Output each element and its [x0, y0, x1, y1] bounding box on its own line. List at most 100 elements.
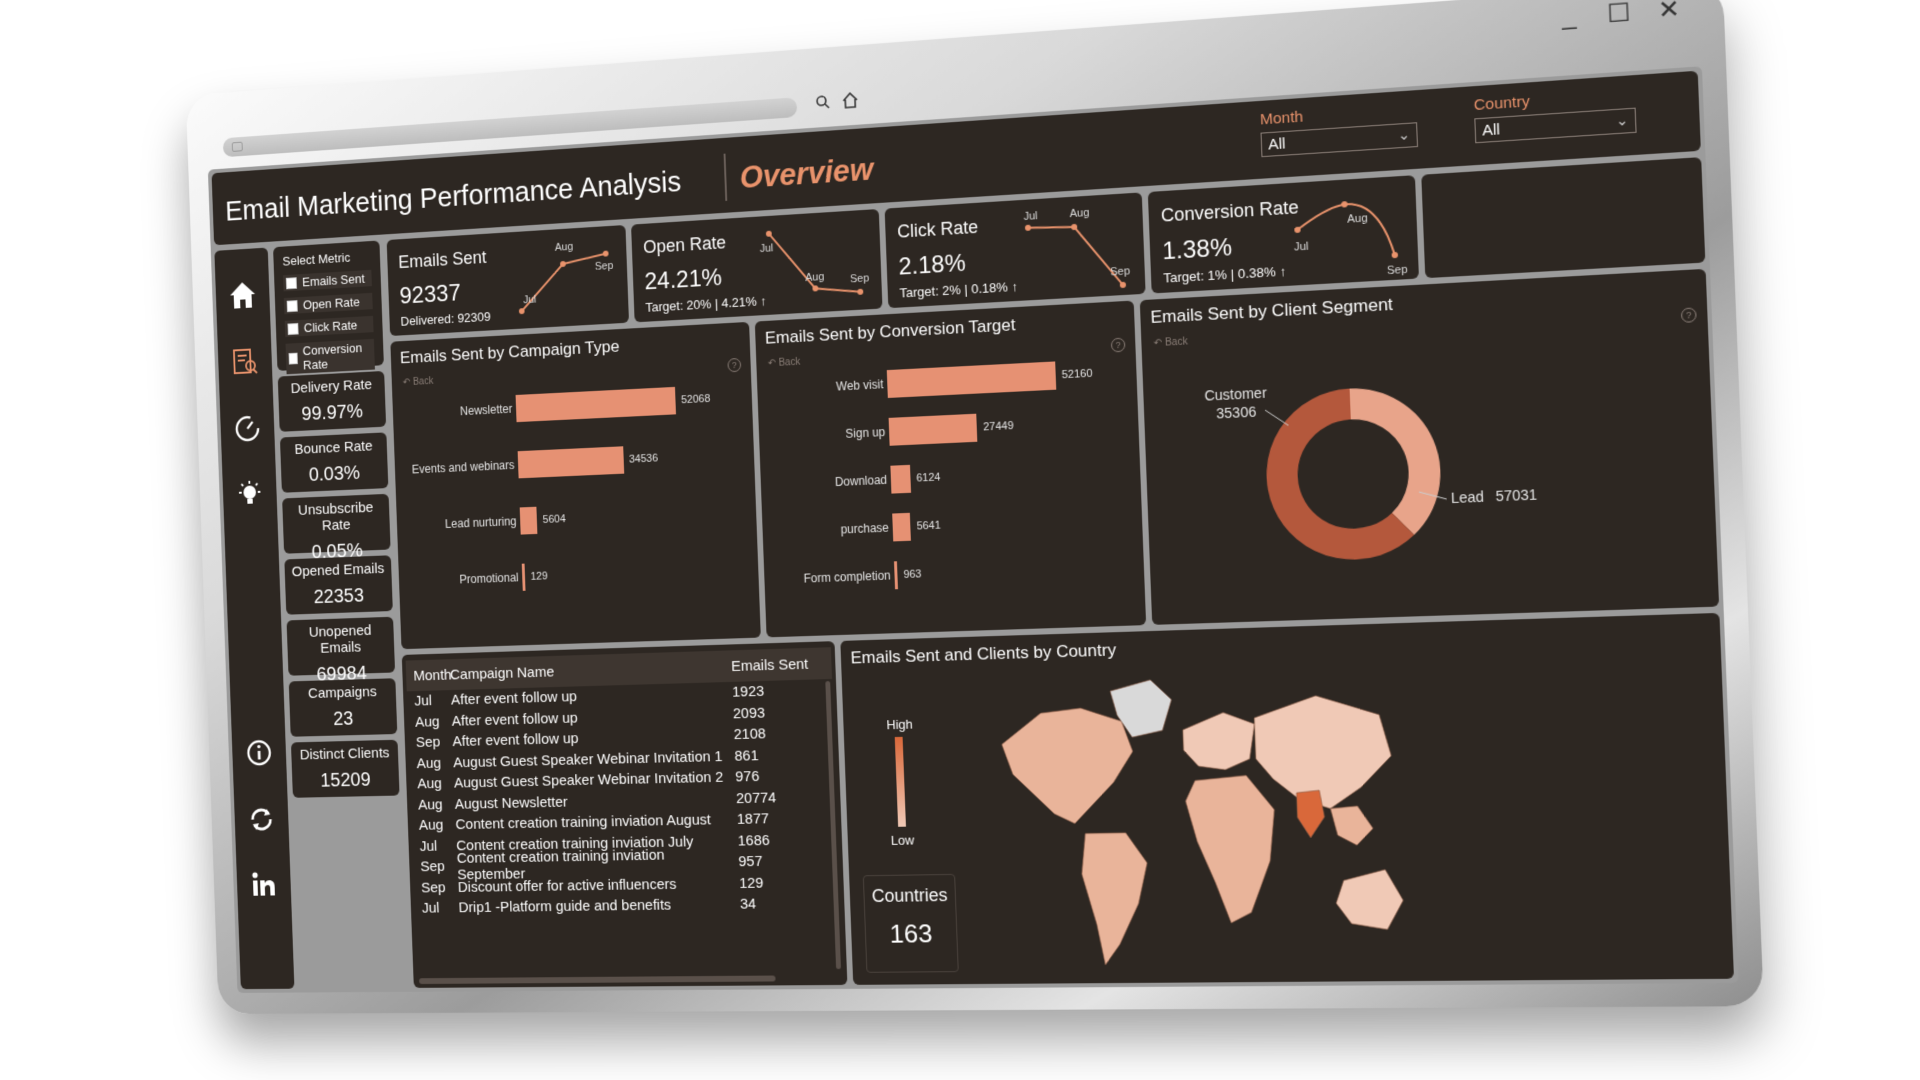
bar-value-label: 5604	[542, 513, 566, 526]
map-region-greenland[interactable]	[1110, 679, 1173, 737]
chevron-down-icon: ⌄	[1397, 125, 1411, 144]
table-cell: Sep	[415, 734, 441, 752]
card-value: 2.18%	[898, 249, 967, 281]
sparkline-point	[857, 288, 864, 295]
info-icon[interactable]	[242, 735, 275, 770]
help-icon[interactable]: ?	[727, 357, 742, 373]
map-region-south-america[interactable]	[1080, 832, 1151, 965]
bar-row[interactable]: Sign up 27449	[759, 412, 1015, 452]
bar-row[interactable]: Lead nurturing 5604	[397, 506, 567, 540]
bar[interactable]	[519, 506, 538, 535]
bar[interactable]	[517, 446, 624, 479]
country-dropdown-value: All	[1481, 120, 1501, 140]
bar[interactable]	[521, 563, 526, 591]
sparkline-month-label: Aug	[1069, 207, 1089, 220]
sparkline-month-label: Jul	[1294, 240, 1309, 253]
search-icon[interactable]	[812, 91, 834, 114]
linkedin-icon[interactable]	[247, 867, 280, 902]
table-cell: Sep	[420, 879, 446, 897]
kpi-delivery-rate: Delivery Rate 99.97%	[277, 370, 387, 432]
chart-title: Emails Sent by Conversion Target	[764, 315, 1016, 348]
back-button[interactable]: ↶ Back	[402, 376, 434, 389]
bar[interactable]	[890, 464, 912, 494]
kpi-value: 99.97%	[301, 400, 364, 426]
table-cell: 129	[738, 874, 764, 892]
sparkline-month-label: Aug	[555, 241, 574, 254]
map-region-europe[interactable]	[1182, 712, 1256, 771]
gauge-icon[interactable]	[231, 410, 264, 446]
donut-slice[interactable]	[1350, 401, 1426, 526]
bar[interactable]	[892, 512, 912, 542]
bar-row[interactable]: Form completion 963	[764, 560, 922, 594]
world-map[interactable]	[969, 662, 1410, 975]
column-header-campaign-name[interactable]: Campaign Name	[449, 663, 555, 683]
card-click-rate[interactable]: Click Rate 2.18% Target: 2% | 0.18% ↑ Ju…	[884, 192, 1146, 309]
bar[interactable]	[886, 361, 1057, 398]
card-open-rate[interactable]: Open Rate 24.21% Target: 20% | 4.21% ↑ J…	[631, 208, 883, 323]
country-dropdown[interactable]: All ⌄	[1474, 107, 1637, 144]
map-region-india[interactable]	[1296, 790, 1325, 838]
kpi-label: Distinct Clients	[299, 744, 390, 764]
map-region-asia[interactable]	[1253, 694, 1393, 810]
chart-title: Emails Sent and Clients by Country	[850, 640, 1117, 668]
metric-option-open-rate[interactable]: Open Rate	[283, 292, 373, 315]
report-search-icon[interactable]	[228, 343, 261, 379]
checkbox[interactable]	[287, 322, 299, 335]
card-value: 1.38%	[1161, 233, 1233, 266]
checkbox[interactable]	[285, 276, 297, 289]
card-emails-sent[interactable]: Emails Sent 92337 Delivered: 92309 Jul A…	[386, 224, 630, 337]
metric-option-click-rate[interactable]: Click Rate	[284, 315, 374, 338]
map-region-southeast-asia[interactable]	[1330, 806, 1373, 846]
bar-row[interactable]: Download 6124	[760, 464, 941, 500]
country-filter: Country All ⌄	[1473, 86, 1637, 144]
checkbox[interactable]	[286, 299, 298, 312]
bar[interactable]	[888, 413, 978, 446]
map-region-australia[interactable]	[1335, 869, 1404, 930]
back-label: Back	[412, 376, 434, 388]
map-region-north-america[interactable]	[1000, 707, 1135, 825]
back-label: Back	[778, 356, 801, 369]
close-button[interactable]: ✕	[1657, 0, 1681, 25]
table-cell: Aug	[417, 775, 443, 793]
bar-row[interactable]: Web visit 52160	[757, 360, 1093, 405]
bar-row[interactable]: purchase 5641	[762, 512, 941, 547]
table-cell: 20774	[735, 789, 777, 807]
help-icon[interactable]: ?	[1110, 337, 1126, 353]
table-row[interactable]: Jul Drip1 -Platform guide and benefits 34	[414, 892, 841, 919]
metric-option-conversion-rate[interactable]: Conversion Rate	[285, 338, 375, 375]
metric-option-emails-sent[interactable]: Emails Sent	[283, 269, 372, 292]
maximize-button[interactable]: ☐	[1606, 0, 1632, 29]
report-title: Email Marketing Performance Analysis	[224, 166, 682, 228]
column-header-month[interactable]: Month	[413, 666, 452, 684]
table-cell: Jul	[414, 692, 433, 710]
card-label: Open Rate	[642, 232, 727, 258]
kpi-value: 22353	[313, 585, 365, 609]
minimize-button[interactable]: _	[1561, 1, 1577, 31]
table-cell: 861	[734, 747, 759, 765]
bar-row[interactable]: Events and webinars 34536	[395, 445, 659, 484]
home-icon[interactable]	[839, 89, 861, 112]
card-conversion-rate[interactable]: Conversion Rate 1.38% Target: 1% | 0.38%…	[1147, 175, 1419, 294]
bar[interactable]	[515, 386, 677, 423]
map-region-africa[interactable]	[1185, 775, 1279, 924]
metric-option-label: Emails Sent	[301, 271, 365, 290]
lightbulb-icon[interactable]	[233, 476, 266, 512]
table-cell: 1877	[736, 810, 770, 829]
month-dropdown[interactable]: All ⌄	[1260, 122, 1419, 158]
refresh-icon[interactable]	[245, 802, 278, 837]
side-nav	[214, 247, 295, 990]
chart-title: Emails Sent by Client Segment	[1150, 294, 1394, 328]
bar-row[interactable]: Newsletter 52068	[392, 385, 711, 428]
table-cell: Aug	[417, 796, 443, 814]
kpi-value: 0.03%	[308, 462, 361, 486]
home-nav-icon[interactable]	[226, 277, 259, 313]
bar-row[interactable]: Promotional 129	[399, 563, 549, 596]
column-header-emails-sent[interactable]: Emails Sent	[730, 655, 809, 675]
back-button[interactable]: ↶ Back	[767, 356, 801, 370]
sparkline-emails-sent: Jul Aug Sep	[508, 241, 613, 327]
checkbox[interactable]	[288, 352, 298, 365]
horizontal-scrollbar[interactable]	[418, 975, 776, 985]
card-label: Conversion Rate	[1160, 196, 1300, 226]
bar[interactable]	[893, 561, 899, 590]
